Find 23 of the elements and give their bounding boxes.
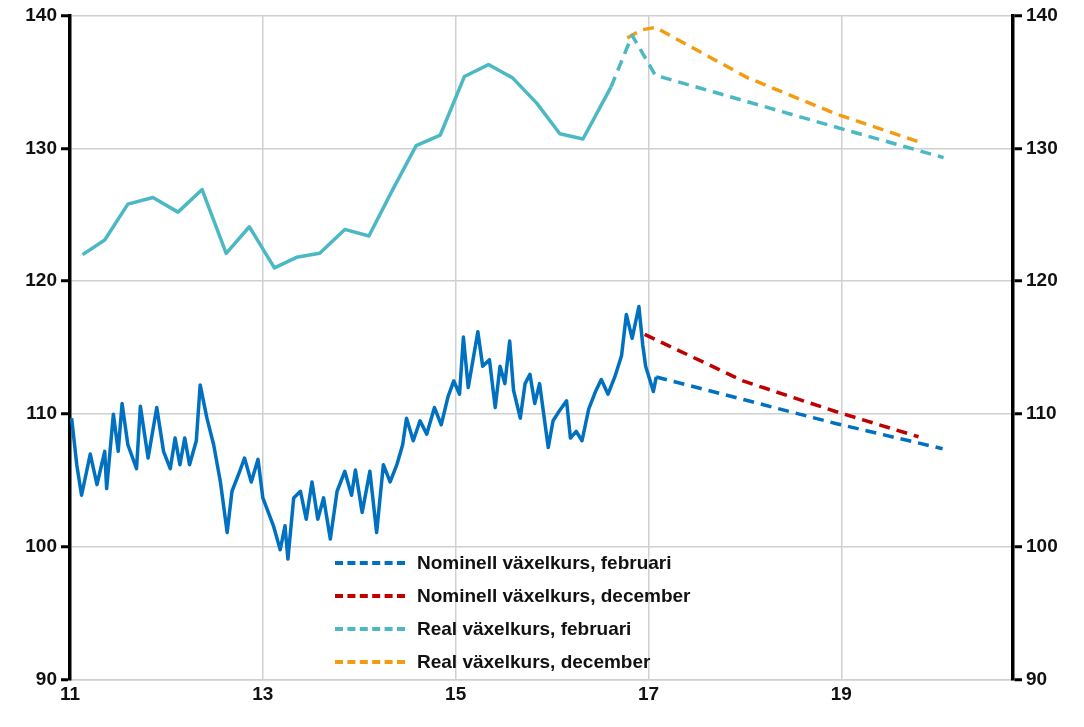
y-tick-label: 140 (25, 3, 57, 25)
legend-label: Real växelkurs, december (417, 650, 651, 673)
y2-tick-label: 90 (1026, 668, 1048, 690)
y-tick-label: 90 (35, 668, 57, 690)
y-tick-label: 130 (25, 136, 57, 158)
y2-tick-label: 100 (1026, 535, 1058, 557)
legend-label: Real växelkurs, februari (417, 617, 632, 640)
y-tick-label: 100 (25, 535, 57, 557)
y2-tick-label: 110 (1026, 402, 1057, 424)
line-series (642, 332, 921, 439)
x-tick-label: 19 (830, 682, 852, 704)
x-tick-label: 15 (445, 682, 467, 704)
y2-tick-label: 130 (1026, 136, 1058, 158)
y-tick-label: 120 (25, 269, 57, 291)
y2-tick-label: 120 (1026, 269, 1058, 291)
x-tick-label: 13 (252, 682, 274, 704)
legend-label: Nominell växelkurs, februari (417, 551, 672, 574)
x-tick-label: 11 (59, 682, 81, 704)
y-tick-label: 110 (26, 402, 57, 424)
line-series (625, 25, 921, 144)
x-tick-label: 17 (637, 682, 660, 704)
y2-tick-label: 140 (1026, 3, 1058, 25)
legend-label: Nominell växelkurs, december (417, 584, 691, 607)
